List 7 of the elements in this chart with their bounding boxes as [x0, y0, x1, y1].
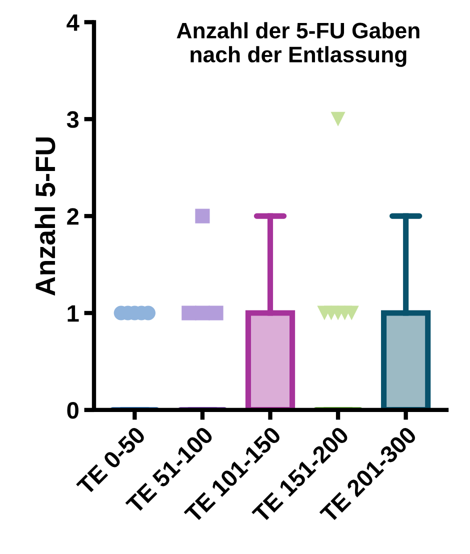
text: Anzahl der 5-FU Gaben nach der Entlassung: [176, 22, 420, 67]
y-tick-label: 2: [67, 208, 78, 225]
y-tick-label: 1: [68, 305, 79, 322]
y-axis-title: Anzahl 5-FU: [34, 138, 56, 296]
y-tick-label: 0: [67, 402, 78, 419]
y-tick-label: 4: [66, 14, 80, 31]
y-tick-label: 3: [66, 111, 79, 128]
